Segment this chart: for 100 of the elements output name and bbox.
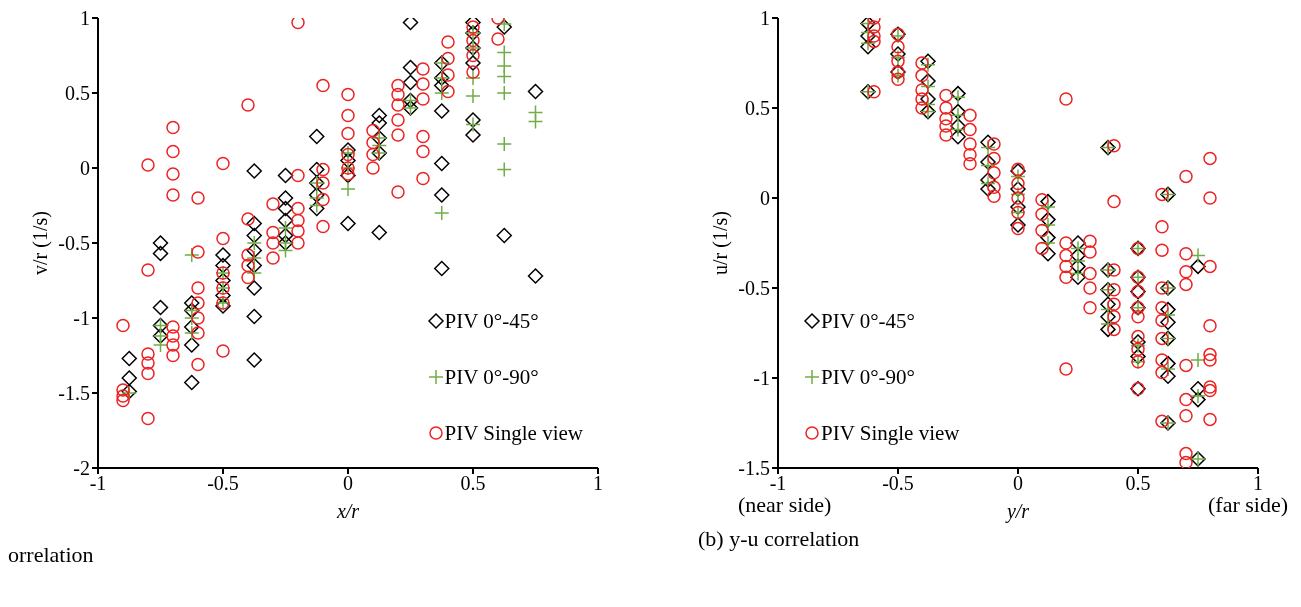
point (920, 78, 936, 95)
text: (far side) (1207, 492, 1288, 518)
point (184, 310, 200, 326)
point (277, 242, 294, 259)
point (465, 70, 481, 86)
y-tick-label: 0 (760, 187, 770, 210)
text: (near side) (738, 492, 832, 518)
point (890, 67, 906, 84)
point (980, 172, 996, 188)
point (980, 175, 996, 192)
point (950, 89, 966, 105)
y-tick-label: -1.5 (58, 382, 90, 405)
point (1100, 296, 1116, 312)
point (1130, 334, 1146, 350)
point (184, 325, 200, 341)
point (1070, 269, 1086, 285)
point (1160, 314, 1176, 330)
point (1010, 217, 1026, 233)
text: orrelation (8, 542, 95, 568)
point (920, 57, 936, 73)
y-tick-label: -1.5 (738, 457, 770, 480)
y-tick-label: 1 (80, 7, 90, 30)
point (1190, 391, 1206, 408)
y-tick-label: -0.5 (58, 232, 90, 255)
point (277, 220, 294, 236)
x-tick-label: 0.5 (1125, 472, 1151, 495)
point (434, 205, 450, 221)
point (890, 49, 906, 66)
point (1040, 199, 1056, 215)
x-axis-title: x/r (335, 500, 360, 522)
point (1160, 361, 1176, 377)
legend-label: PIV 0°-45° (444, 308, 539, 335)
point (1040, 246, 1056, 262)
point (465, 88, 481, 104)
point (1010, 186, 1026, 203)
point (980, 181, 996, 197)
point (1070, 253, 1086, 269)
point (1100, 309, 1116, 325)
point (1010, 181, 1026, 197)
legend-label: PIV 0°-45° (821, 308, 915, 335)
point (246, 265, 262, 281)
point (950, 85, 966, 102)
point (1010, 199, 1026, 215)
y-tick-label: 0.5 (65, 82, 90, 105)
legend-label: PIV Single view (821, 420, 960, 447)
point (1130, 337, 1146, 354)
point (950, 107, 966, 123)
point (152, 337, 169, 353)
point (980, 154, 996, 170)
x-tick-label: 1 (593, 472, 603, 495)
point (860, 39, 876, 55)
point (1070, 240, 1086, 257)
x-tick-label: 1 (1253, 472, 1263, 495)
legend-label: PIV 0°-90° (444, 364, 539, 391)
point (246, 235, 262, 251)
x-tick-label: 0 (1013, 472, 1023, 495)
point (860, 35, 876, 51)
point (860, 28, 876, 44)
point (496, 161, 512, 178)
point (920, 73, 936, 89)
point (1070, 235, 1086, 251)
point (246, 250, 262, 266)
point (950, 121, 966, 138)
point (1190, 381, 1206, 397)
x-tick-label: 0 (343, 472, 353, 495)
y-tick-label: -2 (73, 457, 90, 480)
point (184, 247, 200, 263)
legend-label: PIV 0°-90° (821, 364, 915, 391)
point (950, 118, 966, 134)
point (950, 103, 966, 120)
y-tick-label: -1 (73, 307, 90, 330)
point (434, 85, 450, 101)
point (1190, 258, 1206, 275)
point (496, 18, 512, 32)
point (1190, 388, 1206, 404)
point (496, 136, 512, 152)
point (496, 44, 512, 61)
y-axis-title: u/r (1/s) (709, 211, 733, 275)
point (496, 85, 512, 101)
point (1010, 168, 1026, 185)
point (980, 139, 996, 156)
y-tick-label: 1 (760, 7, 770, 30)
point (980, 134, 996, 150)
legend-label: PIV Single view (444, 420, 583, 447)
y-tick-label: -0.5 (738, 277, 770, 300)
point (527, 113, 544, 130)
x-tick-label: -0.5 (207, 472, 239, 495)
x-tick-label: -0.5 (882, 472, 914, 495)
point (890, 46, 906, 62)
point (950, 129, 966, 145)
point (1160, 368, 1176, 384)
point (920, 91, 936, 107)
x-axis-title: y/r (1004, 500, 1030, 523)
point (1070, 265, 1086, 282)
x-tick-label: 0.5 (460, 472, 486, 495)
y-axis-title: v/r (1/s) (29, 211, 53, 275)
point (980, 157, 996, 174)
point (465, 116, 481, 133)
point (1190, 352, 1206, 368)
point (340, 181, 356, 197)
